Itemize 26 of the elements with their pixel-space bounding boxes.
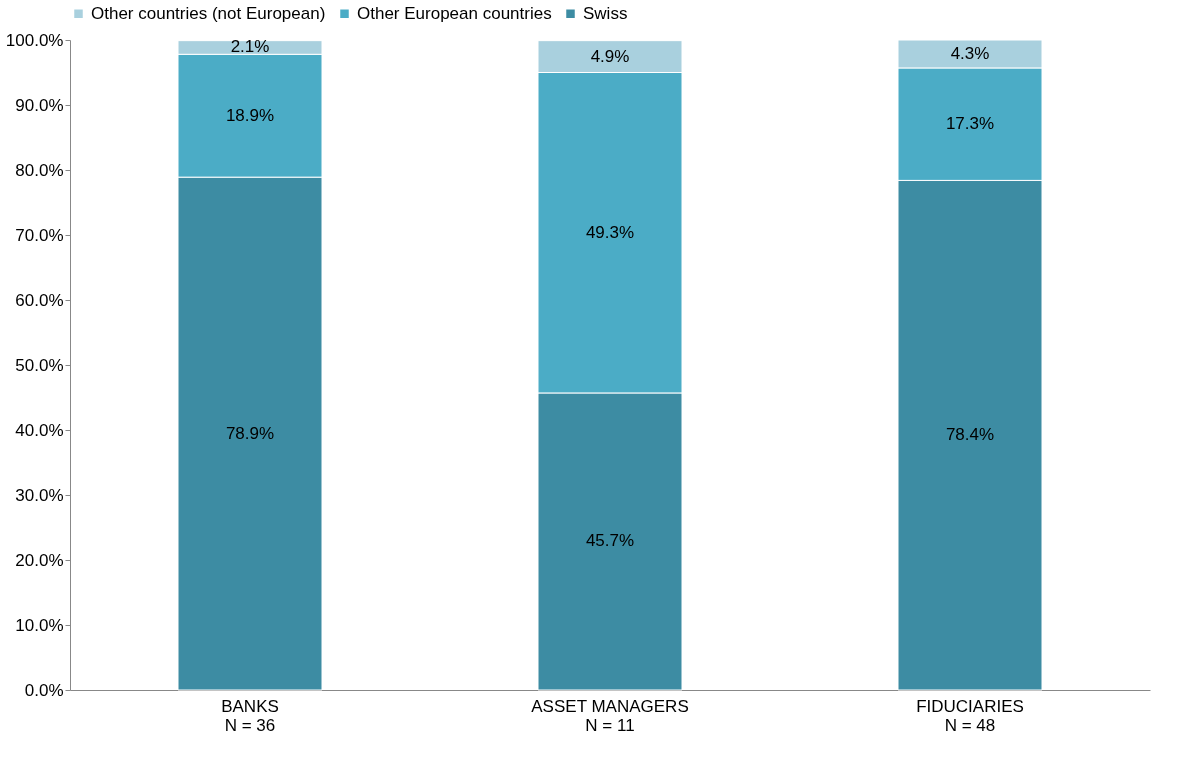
y-tick-label: 100.0%: [5, 30, 64, 50]
data-label: 4.3%: [950, 43, 990, 63]
data-label: 49.3%: [585, 222, 635, 242]
data-label: 4.9%: [590, 46, 630, 66]
y-tick-label: 90.0%: [15, 95, 64, 115]
y-tick-label: 80.0%: [15, 160, 64, 180]
data-label: 78.9%: [225, 423, 275, 443]
y-tick-label: 70.0%: [15, 225, 64, 245]
y-tick-label: 50.0%: [15, 355, 64, 375]
legend-label: Swiss: [583, 3, 628, 23]
x-tick-label: FIDUCIARIES N = 48: [916, 696, 1024, 735]
data-label: 2.1%: [230, 37, 270, 57]
y-tick-label: 30.0%: [15, 485, 64, 505]
x-tick-label: BANKS N = 36: [221, 696, 279, 735]
data-label: 78.4%: [945, 425, 995, 445]
data-label: 45.7%: [585, 531, 635, 551]
x-tick-label: ASSET MANAGERS N = 11: [531, 696, 689, 735]
y-tick-label: 10.0%: [15, 615, 64, 635]
y-tick-label: 60.0%: [15, 290, 64, 310]
y-tick-label: 40.0%: [15, 420, 64, 440]
data-label: 18.9%: [225, 105, 275, 125]
y-tick-label: 0.0%: [24, 680, 64, 700]
y-tick-label: 20.0%: [15, 550, 64, 570]
legend-label: Other European countries: [357, 3, 552, 23]
legend-label: Other countries (not European): [91, 3, 326, 23]
data-label: 17.3%: [945, 114, 995, 134]
